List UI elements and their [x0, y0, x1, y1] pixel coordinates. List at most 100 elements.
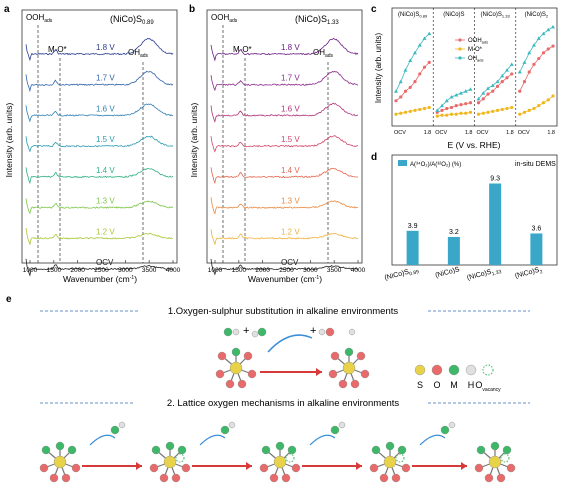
atom: [275, 441, 285, 451]
legend-label: A(³⁴O₂)/A(³²O₂) (%): [410, 161, 461, 168]
heading-substitution: 1.Oxygen-sulphur substitution in alkalin…: [168, 306, 398, 317]
x-tick-label: 1.8: [424, 130, 432, 136]
vacancy: [500, 453, 510, 463]
dems-bar-chart: d A(³⁴O₂)/A(³²O₂) (%) in-situ DEMS 3.9 3.…: [371, 152, 558, 284]
plot-frame: [206, 9, 363, 264]
atom: [110, 425, 120, 435]
atom: [171, 473, 181, 483]
ann-mo: M-O*: [48, 45, 67, 54]
bar: [530, 233, 543, 265]
panel-title: (NiCo)S1.33: [295, 14, 339, 26]
vacancy: [175, 453, 185, 463]
atom: [490, 441, 500, 451]
atom: [502, 445, 512, 455]
plus-sign: +: [310, 325, 316, 337]
atom: [401, 463, 411, 473]
panel-c: c (NiCo)S0.89 OCV 1.8 (NiCo)S OCV 1.8 (NiCo)S1…: [367, 0, 562, 150]
legend-label: S: [417, 380, 423, 390]
y-axis-label: Intensity (arb. units): [374, 33, 383, 104]
data-point: [518, 112, 522, 116]
atom: [251, 330, 259, 338]
legend-marker: [458, 56, 462, 60]
ann-ohads: OHads: [128, 48, 149, 59]
ftir-spectra-a: a (NiCo)S0.89 OOHads M-O* OHads 1.8 V 1.7…: [4, 4, 181, 284]
x-tick-label: 2500: [279, 267, 294, 274]
spectrum-trace: [25, 258, 174, 277]
atom: [476, 445, 486, 455]
panel-d: d A(³⁴O₂)/A(³²O₂) (%) in-situ DEMS 3.9 3.…: [367, 150, 562, 290]
trace-label: 1.4 V: [96, 166, 115, 175]
atom: [118, 421, 126, 429]
atom: [484, 473, 494, 483]
panel-letter: c: [371, 4, 377, 15]
atom: [448, 421, 456, 429]
atom: [49, 473, 59, 483]
x-tick-label: 1500: [47, 267, 62, 274]
x-tick-label: 1500: [232, 267, 247, 274]
spectrum-trace: [210, 135, 359, 153]
series-line: [395, 33, 430, 92]
trace-label: 1.2 V: [281, 227, 300, 236]
panel-b: b (NiCo)S1.33 OOHads M-O* OHads 1.8 V 1.7…: [185, 0, 367, 290]
trace-label: 1.4 V: [281, 166, 300, 175]
x-tick-label: 3000: [303, 267, 318, 274]
bar-value: 3.6: [532, 225, 542, 232]
x-tick-label: OCV: [518, 130, 530, 136]
atom: [496, 473, 506, 483]
series-line: [437, 111, 471, 117]
x-tick-label: 1.8: [547, 130, 555, 136]
atom: [291, 463, 301, 473]
series-line: [437, 102, 471, 113]
plus-sign: +: [243, 325, 249, 337]
atom: [338, 379, 348, 389]
category-label: (NiCo)S1.33: [466, 266, 502, 284]
series-line: [519, 45, 554, 92]
atom: [165, 441, 175, 451]
mechanism-schematic: e 1.Oxygen-sulphur substitution in alkal…: [6, 294, 530, 483]
atom: [223, 327, 233, 337]
spectrum-trace: [25, 227, 174, 245]
category-label: (NiCo)S0.89: [384, 266, 420, 284]
atom: [228, 421, 236, 429]
x-tick-label: 3500: [142, 267, 157, 274]
atom: [257, 327, 267, 337]
legend-swatch: [431, 364, 443, 376]
atom: [181, 463, 191, 473]
trace-label: 1.8 V: [281, 43, 300, 52]
ann-oohads: OOHads: [211, 13, 238, 24]
legend-swatch: [448, 364, 460, 376]
y-axis-label: Intensity (arb. units): [4, 103, 14, 178]
atom: [325, 327, 335, 337]
atom: [39, 463, 49, 473]
panel-a: a (NiCo)S0.89 OOHads M-O* OHads 1.8 V 1.7…: [0, 0, 185, 290]
series-line: [478, 73, 513, 104]
ann-mo: M-O*: [233, 45, 252, 54]
legend-marker: [458, 47, 462, 51]
spectrum-trace: [210, 258, 358, 276]
atom: [371, 445, 381, 455]
group-label: (NiCo)S1.33: [481, 12, 511, 19]
bar: [447, 236, 460, 265]
atom: [397, 445, 407, 455]
group-label: (NiCo)S2: [525, 12, 549, 19]
atom: [71, 463, 81, 473]
spectrum-trace: [25, 167, 174, 185]
spectrum-trace: [210, 167, 359, 185]
atom: [229, 361, 243, 375]
atom: [217, 351, 227, 361]
series-line: [395, 107, 430, 115]
trace-label: 1.7 V: [96, 74, 115, 83]
atom: [269, 473, 279, 483]
trace-label: 1.3 V: [281, 197, 300, 206]
trace-label: 1.5 V: [96, 135, 115, 144]
data-point: [476, 112, 481, 116]
atom-legend: S O M H Ovacancy: [414, 364, 501, 393]
group-label: (NiCo)S0.89: [398, 12, 428, 19]
bar-value: 9.3: [490, 176, 500, 183]
atom: [330, 425, 340, 435]
legend-label: M: [450, 380, 458, 390]
atom: [151, 445, 161, 455]
spectrum-trace: [25, 103, 174, 123]
legend-label: OHads: [468, 56, 483, 63]
series-line: [478, 107, 512, 115]
